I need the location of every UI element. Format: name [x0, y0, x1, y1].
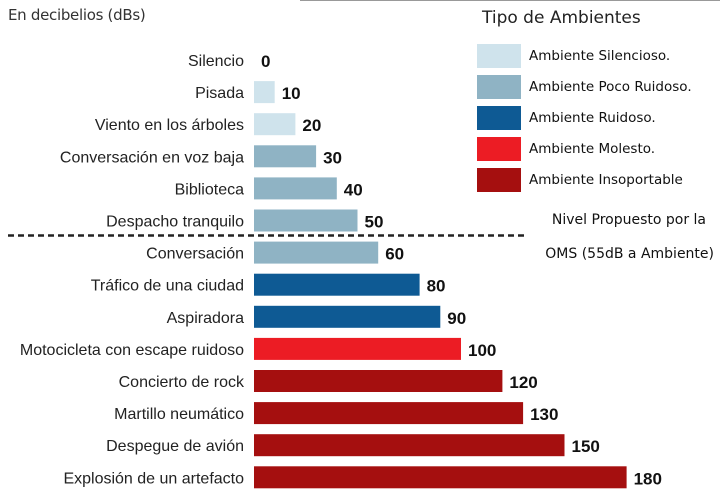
category-label: Motocicleta con escape ruidoso: [20, 342, 244, 359]
value-label: 80: [427, 277, 446, 296]
bar: [254, 113, 296, 136]
value-label: 40: [344, 180, 363, 199]
legend-label: Ambiente Ruidoso.: [529, 110, 656, 126]
bar: [254, 145, 317, 168]
category-label: Conversación en voz baja: [60, 149, 244, 166]
value-label: 100: [468, 341, 496, 360]
category-label: Conversación: [146, 246, 244, 263]
legend-swatch: [477, 44, 521, 68]
value-label: 50: [365, 213, 384, 232]
value-label: 20: [302, 116, 321, 135]
legend-label: Ambiente Molesto.: [529, 141, 656, 157]
bar: [254, 273, 420, 296]
category-label: Tráfico de una ciudad: [91, 278, 244, 295]
threshold-label-line1: Nivel Propuesto por la: [551, 212, 706, 228]
category-label: Biblioteca: [175, 181, 244, 198]
legend-label: Ambiente Silencioso.: [529, 48, 671, 64]
category-label: Viento en los árboles: [95, 117, 244, 134]
bar: [254, 305, 441, 328]
legend-title: Tipo de Ambientes: [482, 8, 641, 28]
threshold-label-line2: OMS (55dB a Ambiente): [545, 246, 714, 262]
value-label: 0: [261, 52, 270, 71]
bar: [254, 337, 461, 360]
value-label: 90: [447, 309, 466, 328]
top-border-rule: [300, 0, 720, 1]
legend-swatch: [477, 168, 521, 192]
legend-label: Ambiente Insoportable: [529, 172, 683, 188]
category-label: Aspiradora: [167, 310, 244, 327]
bar: [254, 241, 379, 264]
legend-swatch: [477, 75, 521, 99]
value-label: 150: [572, 437, 600, 456]
category-label: Explosión de un artefacto: [63, 470, 244, 487]
legend-swatch: [477, 106, 521, 130]
category-label: Despacho tranquilo: [106, 214, 244, 231]
category-label: Martillo neumático: [114, 406, 244, 423]
bar: [254, 81, 275, 104]
legend-label: Ambiente Poco Ruidoso.: [529, 79, 692, 95]
value-label: 30: [323, 148, 342, 167]
bar: [254, 434, 565, 457]
legend-swatch: [477, 137, 521, 161]
category-label: Silencio: [188, 53, 244, 70]
value-label: 60: [385, 245, 404, 264]
value-label: 130: [530, 405, 558, 424]
value-label: 10: [282, 84, 301, 103]
bar: [254, 177, 337, 200]
category-label: Despegue de avión: [106, 438, 244, 455]
value-label: 180: [634, 469, 662, 488]
category-label: Pisada: [195, 85, 244, 102]
category-label: Concierto de rock: [119, 374, 245, 391]
unit-label: En decibelios (dBs): [8, 6, 146, 24]
value-label: 120: [509, 373, 537, 392]
bar: [254, 402, 524, 425]
bar: [254, 209, 358, 232]
bar: [254, 370, 503, 392]
bar: [254, 466, 627, 489]
